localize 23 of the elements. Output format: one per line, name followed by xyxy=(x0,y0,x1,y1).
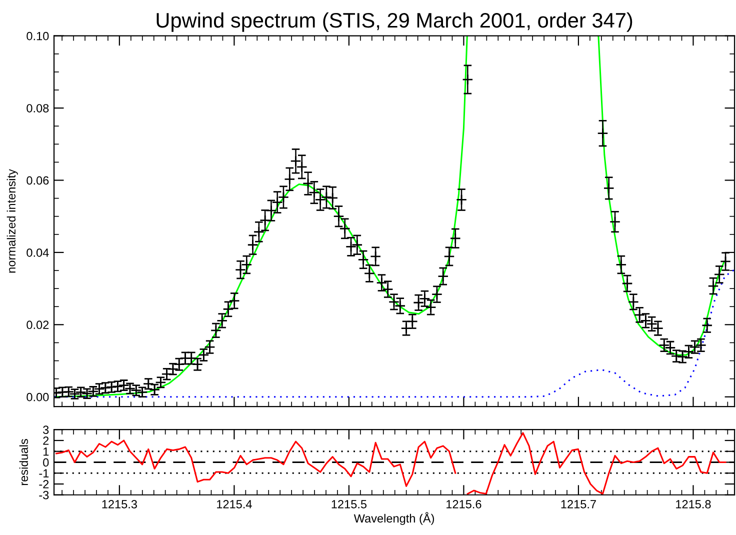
y-axis-title: normalized intensity xyxy=(6,169,18,273)
chart-title: Upwind spectrum (STIS, 29 March 2001, order 347) xyxy=(156,12,632,32)
y-tick-label: 2 xyxy=(43,436,49,445)
y-tick-label: 1 xyxy=(43,448,49,456)
y-axis-title: residuals xyxy=(19,439,28,486)
x-tick-label: 1215.6 xyxy=(446,500,482,508)
y-tick-label: -1 xyxy=(39,469,49,478)
x-axis-title: Wavelength (Å) xyxy=(354,512,434,525)
y-tick-label: -2 xyxy=(39,480,49,488)
y-tick-label: 3 xyxy=(43,426,49,434)
y-tick-label: 0.10 xyxy=(26,32,49,40)
y-tick-label: 0 xyxy=(43,458,49,467)
x-tick-label: 1215.4 xyxy=(217,500,252,508)
x-tick-label: 1215.5 xyxy=(332,500,367,508)
x-tick-label: 1215.8 xyxy=(676,500,711,508)
y-tick-label: 0.00 xyxy=(26,392,49,402)
y-tick-label: 0.04 xyxy=(26,248,49,257)
y-tick-label: -3 xyxy=(39,490,49,500)
y-tick-label: 0.06 xyxy=(26,176,49,185)
y-tick-label: 0.02 xyxy=(26,320,49,330)
x-tick-label: 1215.7 xyxy=(561,500,596,508)
x-tick-label: 1215.3 xyxy=(102,500,137,508)
y-tick-label: 0.08 xyxy=(26,104,49,112)
